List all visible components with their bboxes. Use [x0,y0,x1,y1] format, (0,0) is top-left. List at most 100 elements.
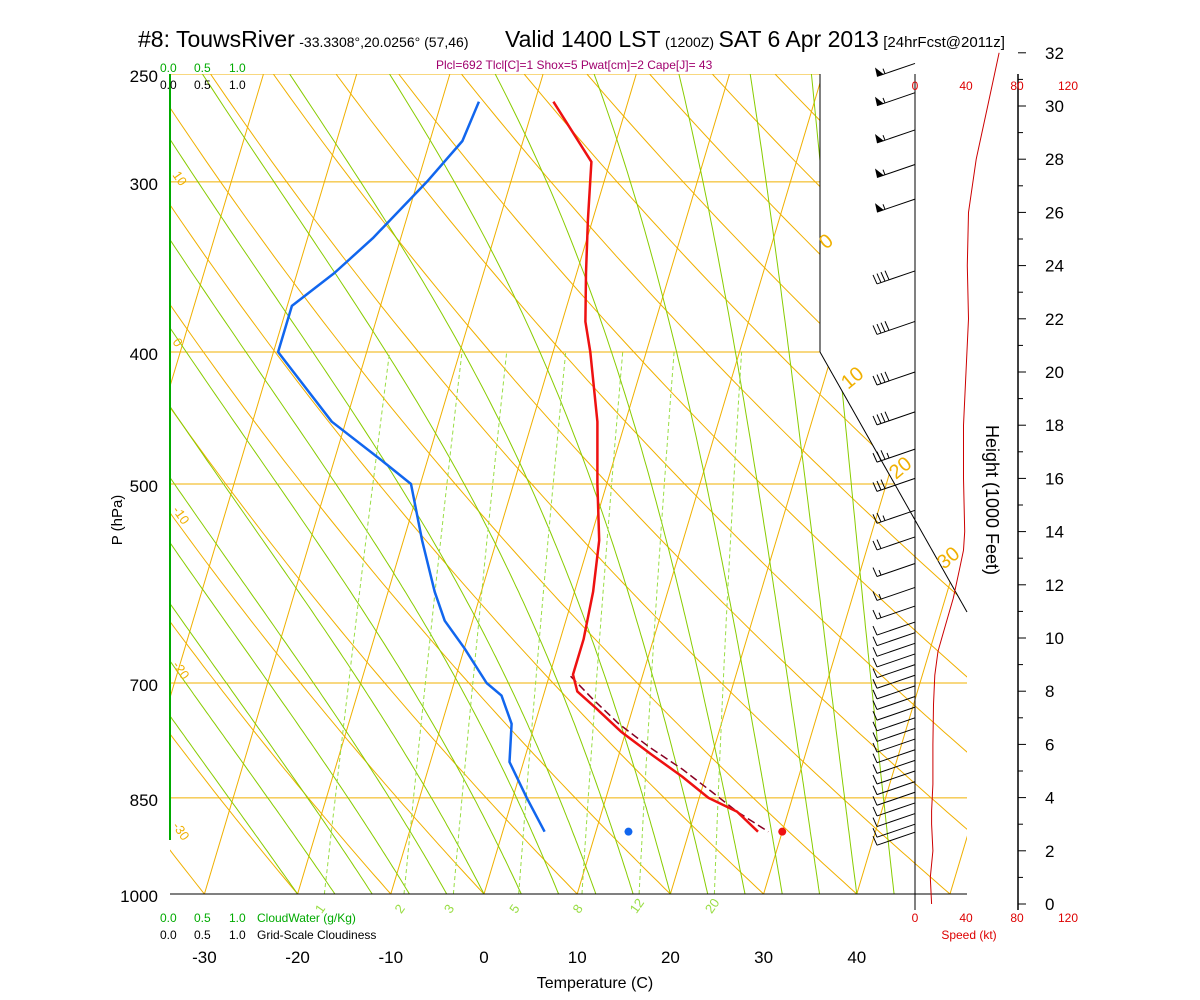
mixing-ratio-line [713,351,743,894]
frame-diagonal [819,351,968,613]
axes: 1 2 3 5 8 12 20100-10-20-300102030250300400500… [109,44,1064,992]
mixing-ratio-label: 2 [391,901,407,916]
height-tick-label: 6 [1045,735,1054,754]
wind-barb-flag [872,274,878,285]
wind-barb-half-flag [882,97,886,104]
isotherm-label: 10 [837,363,868,394]
wind-barb-flag [872,540,878,551]
wind-barb-flag [884,321,890,331]
speed-tick-bottom: 0 [912,911,919,925]
cloudwater-tick-bottom: 0.0 [160,911,177,925]
cloudiness-label: Grid-Scale Cloudiness [257,928,376,942]
wind-barb-staff [876,270,916,285]
wind-barb-staff [876,674,916,689]
isotherm-label: -30 [170,819,193,843]
height-tick-label: 30 [1045,97,1064,116]
wind-barb-staff [876,371,916,386]
height-tick-label: 0 [1045,895,1054,914]
wind-barb-flag [872,482,878,492]
temperature-tick-label: -10 [379,948,404,967]
wind-barb-staff [876,536,916,551]
temperature-curve [552,101,759,833]
valid-date: SAT 6 Apr 2013 [718,26,879,52]
temperature-tick-label: 0 [479,948,488,967]
wind-barb-staff [876,831,916,846]
moist-adiabat [488,74,746,894]
temperature-tick-label: 10 [568,948,587,967]
moist-adiabat [170,74,560,894]
wind-barb-staff [876,791,916,806]
wind-barb-flag [872,567,878,577]
wind-barb-flag [880,322,886,332]
pressure-tick-label: 1000 [120,887,158,906]
wind-barb-flag [872,710,878,721]
wind-barb-flag [876,273,882,283]
temperature-tick-label: 30 [754,948,773,967]
wind-barb-flag [872,742,878,753]
stability-indices: Plcl=692 Tlcl[C]=1 Shox=5 Pwat[cm]=2 Cap… [436,58,713,72]
wind-barb-flag [880,479,886,489]
wind-barb-flag [876,512,882,523]
dry-adiabat [461,74,967,894]
temperature-tick-label: -20 [285,948,310,967]
wind-barb-staff [876,664,916,679]
cloudiness-tick-bottom: 1.0 [229,928,246,942]
moist-adiabat [170,74,522,894]
wind-barb-staff [876,477,916,492]
speed-tick-bottom: 80 [1010,911,1024,925]
station-name: #8: TouwsRiver [138,26,295,52]
wind-barb-flag [872,609,878,620]
wind-barb-half-flag [882,169,886,175]
mixing-ratio-line [452,351,508,894]
wind-barb-flag [872,668,878,678]
height-tick-label: 20 [1045,363,1064,382]
wind-barb-staff [876,605,916,620]
cloudwater-label: CloudWater (g/Kg) [257,911,356,925]
wind-barb-flag [872,827,878,838]
temperature-axis-label: Temperature (C) [537,975,653,992]
speed-tick-top: 120 [1058,79,1078,93]
wind-barb-flag [872,679,878,689]
cloudwater-tick-top: 0.0 [160,61,177,75]
height-tick-label: 14 [1045,523,1064,542]
dry-adiabat [170,74,858,894]
mixing-ratio-label: 3 [441,901,457,916]
height-tick-label: 28 [1045,150,1064,169]
wind-barb-pennant [875,203,884,213]
moist-adiabat [675,74,820,894]
cloudwater-tick-top: 1.0 [229,61,246,75]
dry-adiabat [170,74,392,894]
grid-lines [0,74,967,894]
wind-barb-flag [876,480,882,491]
surface-dewpoint-dot [624,827,633,836]
isotherm-label: 0 [815,230,838,254]
dry-adiabat [170,74,764,894]
cloudiness-tick-bottom: 0.5 [194,928,211,942]
wind-barb-staff [876,621,916,636]
wind-barb-flag [872,721,878,732]
moist-adiabat [589,74,783,894]
moist-adiabat [747,74,858,894]
wind-barb-staff [876,653,916,668]
temperature-tick-label: 40 [847,948,866,967]
station-coords: -33.3308°,20.0256° (57,46) [299,34,469,50]
speed-tick-top: 40 [959,79,973,93]
chart-title-station: #8: TouwsRiver -33.3308°,20.0256° (57,46… [138,26,468,53]
wind-barb-flag [872,774,878,785]
mixing-ratio-label: 8 [569,901,585,916]
wind-barb-flag [872,375,878,386]
wind-barb-staff [876,320,916,335]
wind-barb-half-flag [882,515,886,521]
wind-barb-half-flag [878,612,882,618]
isotherm-line [856,74,967,894]
wind-barb-flag [884,270,890,280]
wind-barb-staff [876,685,916,700]
wind-barb-flag [872,753,878,763]
wind-barb-staff [876,586,916,601]
isotherm-line [170,74,264,894]
speed-tick-top: 80 [1010,79,1024,93]
wind-barb-flag [872,625,878,636]
forecast-info: [24hrFcst@2011z] [883,34,1005,51]
isotherm-label: 10 [170,168,191,188]
isotherm-line [0,74,77,894]
